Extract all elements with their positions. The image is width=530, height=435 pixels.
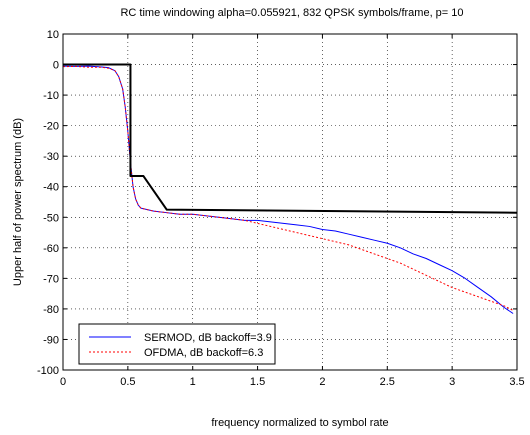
x-tick-label: 3.5 (509, 376, 524, 388)
x-tick-label: 3 (449, 376, 455, 388)
y-tick-label: -30 (43, 151, 59, 163)
y-tick-label: -60 (43, 243, 59, 255)
y-tick-label: -70 (43, 273, 59, 285)
x-tick-label: 1 (190, 376, 196, 388)
tick-layer: 0 0.5 1 1.5 2 2.5 3 3.5 10 0 -10 -20 -30 -40 -50 -60 -70… (37, 29, 525, 388)
x-tick-label: 2 (319, 376, 325, 388)
y-tick-label: -90 (43, 334, 59, 346)
legend-label: SERMOD, dB backoff=3.9 (144, 332, 272, 344)
y-tick-label: -40 (43, 182, 59, 194)
series-layer (62, 63, 518, 314)
x-tick-label: 0.5 (120, 376, 135, 388)
y-tick-label: -10 (43, 90, 59, 102)
series-line-2 (63, 63, 518, 214)
y-tick-label: 10 (47, 29, 59, 41)
x-axis-title: frequency normalized to symbol rate (211, 417, 388, 429)
legend-label: OFDMA, dB backoff=6.3 (144, 347, 263, 359)
chart-title: RC time windowing alpha=0.055921, 832 QP… (120, 7, 463, 19)
y-tick-label: -100 (37, 365, 59, 377)
y-tick-label: 0 (53, 60, 59, 72)
x-tick-label: 1.5 (250, 376, 265, 388)
y-tick-label: -20 (43, 121, 59, 133)
y-tick-label: -50 (43, 212, 59, 224)
y-axis-title: Upper half of power spectrum (dB) (12, 118, 24, 286)
y-tick-label: -80 (43, 304, 59, 316)
legend-box (78, 323, 276, 365)
legend: SERMOD, dB backoff=3.9 OFDMA, dB backoff=… (78, 323, 276, 365)
series-line-1 (62, 65, 514, 311)
plot-frame (62, 33, 518, 371)
x-tick-label: 0 (60, 376, 66, 388)
x-tick-label: 2.5 (380, 376, 395, 388)
grid (63, 34, 517, 370)
